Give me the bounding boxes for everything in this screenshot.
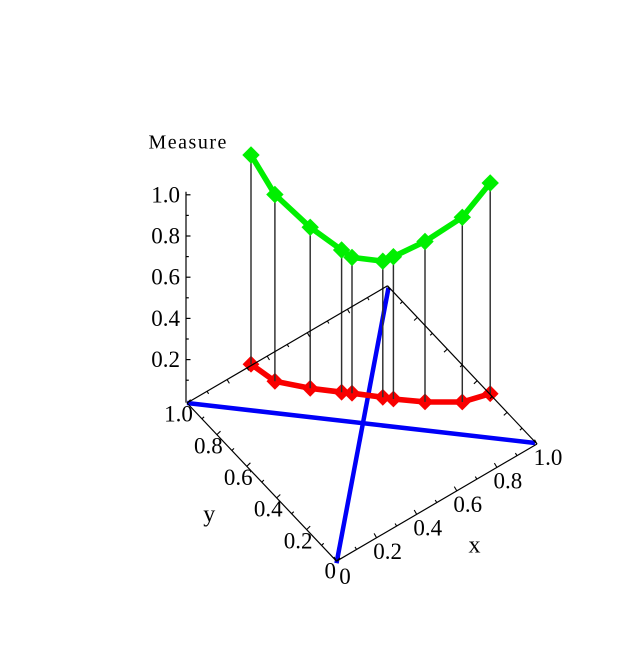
svg-text:0.2: 0.2 — [373, 539, 402, 564]
svg-text:0.2: 0.2 — [284, 528, 313, 553]
svg-text:0.4: 0.4 — [413, 516, 442, 541]
svg-text:y: y — [203, 502, 215, 528]
svg-text:Measure: Measure — [149, 132, 228, 154]
svg-text:1.0: 1.0 — [164, 402, 193, 427]
svg-text:0.8: 0.8 — [494, 469, 523, 494]
svg-text:0.2: 0.2 — [151, 347, 180, 372]
svg-text:0.8: 0.8 — [151, 224, 180, 249]
svg-text:0.6: 0.6 — [151, 265, 180, 290]
svg-text:0.4: 0.4 — [254, 497, 283, 522]
svg-text:0.4: 0.4 — [151, 306, 180, 331]
svg-text:0.6: 0.6 — [453, 492, 482, 517]
svg-text:1.0: 1.0 — [534, 445, 563, 470]
svg-text:0: 0 — [339, 564, 351, 589]
svg-text:x: x — [469, 533, 481, 559]
svg-text:1.0: 1.0 — [151, 182, 180, 207]
svg-text:0: 0 — [325, 559, 337, 584]
svg-text:0.8: 0.8 — [194, 433, 223, 458]
svg-text:0.6: 0.6 — [224, 465, 253, 490]
